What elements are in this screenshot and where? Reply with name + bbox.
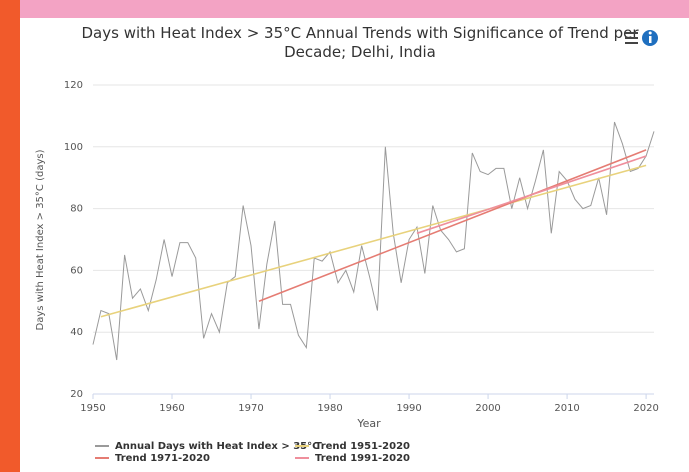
y-tick-label: 80 xyxy=(70,204,83,215)
series-line xyxy=(92,121,655,361)
x-tick-label: 1950 xyxy=(80,403,105,414)
x-tick-label: 2000 xyxy=(475,403,500,414)
chart-title: Days with Heat Index > 35°C Annual Trend… xyxy=(81,24,639,61)
series-line xyxy=(258,149,647,303)
x-tick-label: 1980 xyxy=(317,403,342,414)
y-tick-label: 120 xyxy=(64,80,83,91)
x-tick-label: 1960 xyxy=(159,403,184,414)
info-icon[interactable] xyxy=(642,30,658,46)
y-axis-label: Days with Heat Index > 35°C (days) xyxy=(35,149,46,330)
chart-panel: Days with Heat Index > 35°C Annual Trend… xyxy=(20,18,689,472)
x-axis-label: Year xyxy=(356,417,381,430)
y-tick-label: 40 xyxy=(70,327,83,338)
top-band xyxy=(20,0,689,18)
y-tick-label: 100 xyxy=(64,142,83,153)
legend-label: Annual Days with Heat Index > 35°C xyxy=(115,441,319,452)
x-tick-label: 1970 xyxy=(238,403,263,414)
y-tick-label: 60 xyxy=(70,265,83,276)
series-line xyxy=(416,155,647,235)
legend-label: Trend 1991-2020 xyxy=(315,453,410,464)
x-tick-label: 1990 xyxy=(396,403,421,414)
x-tick-label: 2020 xyxy=(633,403,658,414)
y-tick-label: 20 xyxy=(70,389,83,400)
menu-icon[interactable] xyxy=(625,32,638,44)
legend-label: Trend 1951-2020 xyxy=(315,441,410,452)
series-line xyxy=(100,164,647,318)
legend-label: Trend 1971-2020 xyxy=(115,453,210,464)
x-tick-label: 2010 xyxy=(554,403,579,414)
